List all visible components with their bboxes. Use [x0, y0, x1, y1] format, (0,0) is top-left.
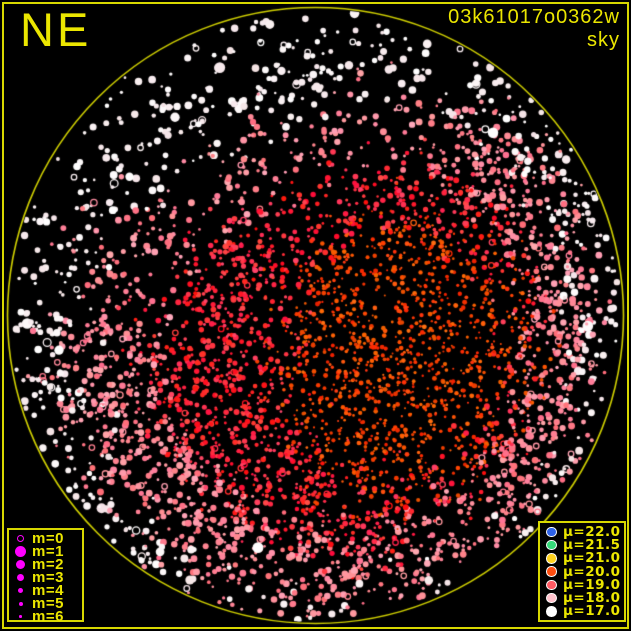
- legend-row: μ=22.0: [543, 523, 621, 540]
- orientation-label-ne: NE: [20, 3, 92, 56]
- legend-row: μ=17.0: [543, 603, 621, 620]
- filled-circle-marker-icon: [12, 615, 29, 618]
- legend-label: m=5: [32, 595, 64, 612]
- filled-circle-marker-icon: [12, 574, 29, 581]
- filled-circle-marker-icon: [543, 579, 560, 590]
- magnitude-legend: m=0 m=1 m=2 m=3 m=4 m=5 m=6: [7, 528, 84, 625]
- legend-label: μ=20.0: [563, 563, 621, 580]
- legend-row: μ=20.0: [543, 563, 621, 580]
- legend-row: μ=18.0: [543, 590, 621, 606]
- legend-label: m=0: [32, 530, 64, 547]
- legend-label: m=6: [32, 608, 64, 625]
- legend-row: m=6: [12, 608, 79, 625]
- title-block: 03k61017o0362w sky: [448, 6, 620, 52]
- legend-row: m=0: [12, 530, 79, 547]
- legend-label: μ=21.5: [563, 537, 621, 553]
- filled-circle-marker-icon: [543, 606, 560, 617]
- legend-row: μ=19.0: [543, 576, 621, 593]
- open-circle-marker-icon: [12, 534, 29, 543]
- legend-row: m=2: [12, 556, 79, 573]
- filled-circle-marker-icon: [12, 546, 29, 557]
- legend-row: μ=21.5: [543, 537, 621, 553]
- legend-row: m=5: [12, 595, 79, 612]
- filled-circle-marker-icon: [543, 553, 560, 564]
- filled-circle-marker-icon: [12, 601, 29, 606]
- filled-circle-marker-icon: [543, 566, 560, 577]
- legend-label: m=3: [32, 569, 64, 586]
- sky-brightness-legend: μ=22.0 μ=21.5 μ=21.0 μ=20.0 μ=19.0 μ=18.0 μ=17…: [538, 521, 626, 622]
- legend-label: μ=17.0: [563, 603, 621, 620]
- filled-circle-marker-icon: [12, 587, 29, 594]
- filled-circle-marker-icon: [543, 592, 560, 604]
- plot-subtitle: sky: [587, 29, 620, 51]
- filled-circle-marker-icon: [543, 539, 560, 551]
- legend-label: m=2: [32, 556, 64, 573]
- legend-label: μ=22.0: [563, 523, 621, 540]
- legend-label: m=1: [32, 543, 64, 560]
- legend-row: μ=21.0: [543, 550, 621, 567]
- filled-circle-marker-icon: [543, 526, 560, 537]
- legend-row: m=3: [12, 569, 79, 586]
- legend-label: μ=21.0: [563, 550, 621, 567]
- plot-title: 03k61017o0362w: [448, 6, 620, 28]
- filled-circle-marker-icon: [12, 560, 29, 569]
- legend-label: m=4: [32, 582, 64, 599]
- legend-label: μ=18.0: [563, 590, 621, 606]
- legend-row: m=1: [12, 543, 79, 560]
- legend-row: m=4: [12, 582, 79, 599]
- legend-label: μ=19.0: [563, 576, 621, 593]
